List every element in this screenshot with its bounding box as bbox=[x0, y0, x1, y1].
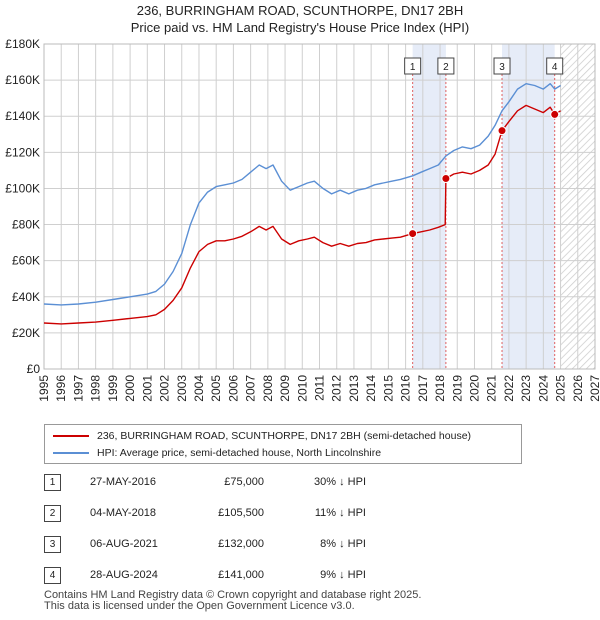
sale-label-text: 1 bbox=[410, 62, 416, 73]
sale-label-box bbox=[437, 57, 455, 75]
sale-label-box bbox=[493, 57, 511, 75]
x-tick-label: 2009 bbox=[278, 375, 292, 402]
legend-label-property: 236, BURRINGHAM ROAD, SCUNTHORPE, DN17 2… bbox=[97, 430, 472, 442]
x-tick-label: 2021 bbox=[485, 375, 499, 402]
x-tick-label: 2023 bbox=[519, 375, 533, 402]
table-row: 1 27-MAY-2016 £75,000 30% ↓ HPI bbox=[44, 474, 444, 492]
sale-hpi: 30% ↓ HPI bbox=[314, 476, 366, 488]
x-tick-label: 2007 bbox=[244, 375, 258, 402]
table-row: 2 04-MAY-2018 £105,500 11% ↓ HPI bbox=[44, 505, 444, 523]
x-tick-label: 2002 bbox=[158, 375, 172, 402]
series-line-property bbox=[43, 104, 561, 325]
x-tick-label: 2016 bbox=[399, 375, 413, 402]
x-tick-label: 2027 bbox=[588, 375, 600, 402]
y-tick-label: £120K bbox=[5, 145, 40, 159]
sale-date: 28-AUG-2024 bbox=[90, 569, 158, 581]
y-tick-label: £180K bbox=[5, 37, 40, 51]
x-tick-label: 2022 bbox=[502, 375, 516, 402]
sale-period-shading bbox=[412, 44, 555, 369]
x-tick-label: 2024 bbox=[536, 375, 550, 402]
table-row: 3 06-AUG-2021 £132,000 8% ↓ HPI bbox=[44, 536, 444, 554]
legend-label-hpi: HPI: Average price, semi-detached house,… bbox=[97, 447, 382, 459]
sale-date: 27-MAY-2016 bbox=[90, 476, 157, 488]
sale-date: 06-AUG-2021 bbox=[90, 538, 158, 550]
sale-price: £141,000 bbox=[218, 569, 264, 581]
x-tick-label: 2001 bbox=[140, 375, 154, 402]
sale-number: 4 bbox=[44, 567, 61, 584]
footer: Contains HM Land Registry data © Crown c… bbox=[44, 590, 421, 612]
x-tick-label: 2025 bbox=[554, 375, 568, 402]
x-tick-label: 2018 bbox=[433, 375, 447, 402]
x-tick-label: 1995 bbox=[37, 375, 51, 402]
sale-point bbox=[497, 126, 507, 136]
sale-price: £75,000 bbox=[224, 476, 264, 488]
x-tick-label: 2011 bbox=[313, 375, 327, 401]
sale-hpi: 9% ↓ HPI bbox=[320, 569, 366, 581]
y-tick-label: £140K bbox=[5, 109, 40, 123]
x-tick-label: 1999 bbox=[106, 375, 120, 402]
x-tick-label: 2019 bbox=[450, 375, 464, 402]
price-chart: £0 £20K £40K £60K £80K £100K £120K £140K £160K £1… bbox=[5, 37, 600, 402]
x-tick-label: 2010 bbox=[295, 375, 309, 402]
sale-marker-lines bbox=[412, 74, 556, 369]
legend-line-hpi bbox=[53, 452, 89, 454]
x-axis-ticks: 1995 1996 1997 1998 1999 2000 2001 2002 2003 2004… bbox=[37, 375, 600, 402]
sale-number: 2 bbox=[44, 505, 61, 522]
x-tick-label: 1998 bbox=[89, 375, 103, 402]
chart-subtitle: Price paid vs. HM Land Registry's House … bbox=[130, 20, 470, 35]
y-tick-label: £100K bbox=[5, 181, 40, 195]
x-tick-label: 2006 bbox=[226, 375, 240, 402]
sale-hpi: 8% ↓ HPI bbox=[320, 538, 366, 550]
series-line-hpi bbox=[43, 83, 561, 306]
sale-point bbox=[550, 109, 560, 119]
sale-span-shade bbox=[502, 44, 555, 369]
y-tick-label: £20K bbox=[12, 326, 40, 340]
sale-points bbox=[408, 109, 560, 239]
x-tick-label: 2005 bbox=[209, 375, 223, 402]
table-row: 4 28-AUG-2024 £141,000 9% ↓ HPI bbox=[44, 567, 444, 585]
sale-point bbox=[408, 229, 418, 239]
x-tick-label: 1996 bbox=[54, 375, 68, 402]
sale-label-box bbox=[546, 57, 564, 75]
x-tick-label: 2026 bbox=[571, 375, 585, 402]
x-tick-label: 2020 bbox=[467, 375, 481, 402]
legend-line-property bbox=[53, 435, 89, 437]
x-tick-label: 2012 bbox=[330, 375, 344, 402]
sale-label-text: 2 bbox=[443, 62, 449, 73]
footer-licence: This data is licensed under the Open Gov… bbox=[44, 600, 355, 612]
y-tick-label: £0 bbox=[27, 362, 41, 376]
x-tick-label: 2017 bbox=[416, 375, 430, 402]
x-tick-label: 2000 bbox=[123, 375, 137, 402]
x-tick-label: 2008 bbox=[261, 375, 275, 402]
chart-grid bbox=[43, 43, 596, 370]
sale-point bbox=[441, 174, 451, 184]
x-tick-label: 2003 bbox=[175, 375, 189, 402]
x-tick-label: 2014 bbox=[364, 375, 378, 402]
y-axis-ticks: £0 £20K £40K £60K £80K £100K £120K £140K £160K £1… bbox=[5, 37, 40, 376]
y-tick-label: £60K bbox=[12, 254, 40, 268]
chart-title: 236, BURRINGHAM ROAD, SCUNTHORPE, DN17 2… bbox=[136, 3, 464, 18]
chart-legend: 236, BURRINGHAM ROAD, SCUNTHORPE, DN17 2… bbox=[44, 424, 522, 464]
sale-price: £132,000 bbox=[218, 538, 264, 550]
sale-date: 04-MAY-2018 bbox=[90, 507, 157, 519]
sale-label-box bbox=[404, 57, 422, 75]
x-tick-label: 1997 bbox=[71, 375, 85, 402]
x-tick-label: 2015 bbox=[381, 375, 395, 402]
sale-number: 3 bbox=[44, 536, 61, 553]
sale-label-text: 3 bbox=[499, 62, 505, 73]
sale-hpi: 11% ↓ HPI bbox=[314, 507, 366, 519]
y-tick-label: £40K bbox=[12, 290, 40, 304]
sale-price: £105,500 bbox=[218, 507, 264, 519]
y-tick-label: £160K bbox=[5, 73, 40, 87]
chart-series bbox=[43, 83, 561, 325]
y-tick-label: £80K bbox=[12, 218, 40, 232]
x-tick-label: 2013 bbox=[347, 375, 361, 402]
sale-number: 1 bbox=[44, 474, 61, 491]
sale-labels: 1 2 3 4 bbox=[404, 57, 564, 75]
plot-frame bbox=[43, 43, 596, 370]
sale-label-text: 4 bbox=[552, 62, 558, 73]
x-tick-label: 2004 bbox=[192, 375, 206, 402]
footer-copyright: Contains HM Land Registry data © Crown c… bbox=[44, 589, 422, 601]
sale-span-shade bbox=[412, 44, 446, 369]
